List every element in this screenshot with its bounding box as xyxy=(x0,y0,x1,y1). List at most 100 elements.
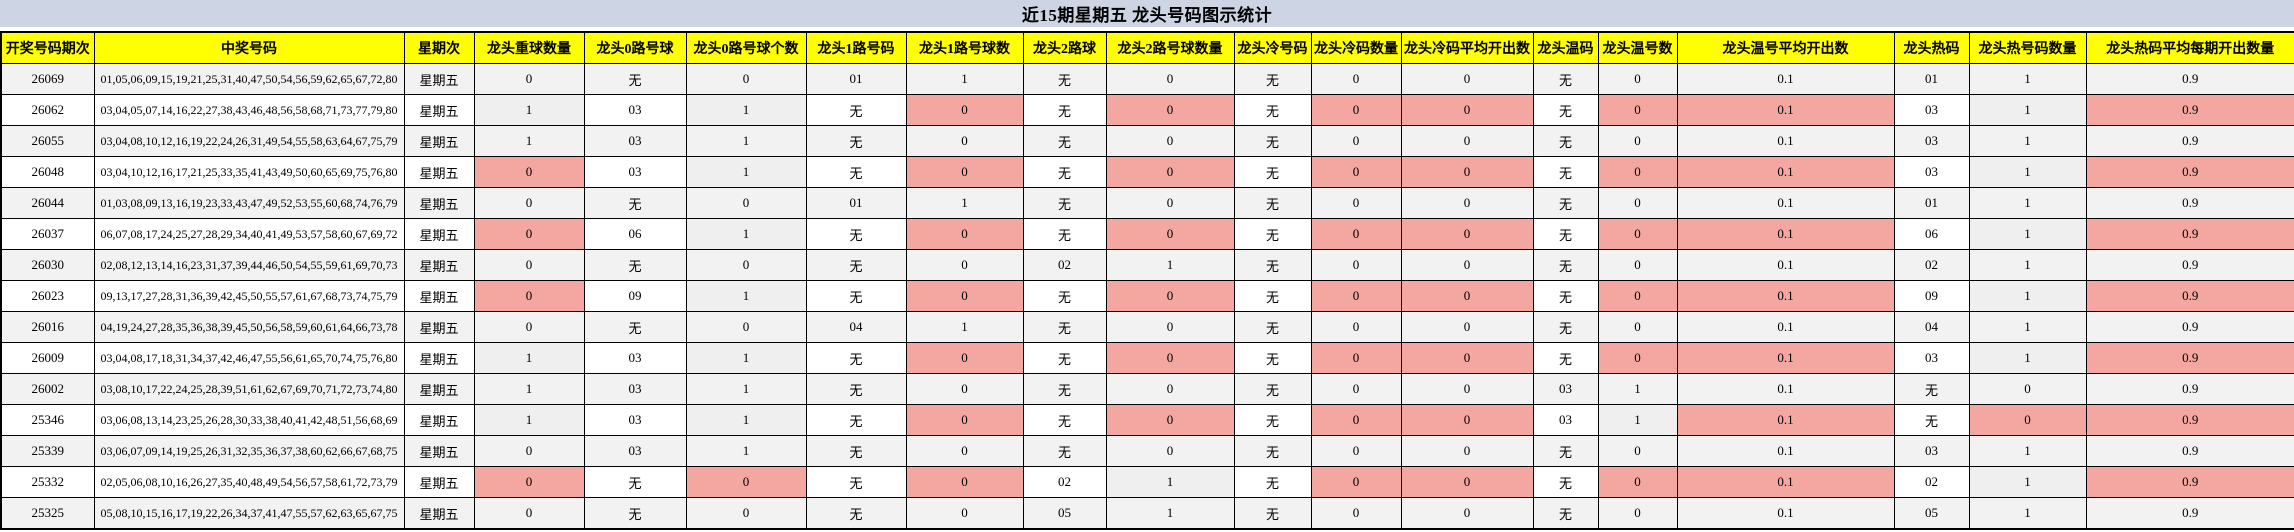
table-cell: 04 xyxy=(805,311,907,343)
table-cell: 0 xyxy=(1597,497,1678,530)
table-cell: 0.9 xyxy=(2085,404,2294,436)
table-cell: 1 xyxy=(1105,466,1235,498)
table-cell: 1 xyxy=(1968,280,2087,312)
table-cell: 1 xyxy=(685,404,807,436)
table-cell: 1 xyxy=(1968,342,2087,374)
table-cell: 1 xyxy=(905,311,1024,343)
column-header: 龙头冷码平均开出数 xyxy=(1400,31,1534,64)
table-cell: 0 xyxy=(473,63,585,95)
table-cell: 星期五 xyxy=(403,125,475,157)
table-cell: 0.1 xyxy=(1676,249,1895,281)
table-cell: 06 xyxy=(1893,218,1970,250)
table-cell: 0 xyxy=(1400,125,1534,157)
table-cell: 星期五 xyxy=(403,466,475,498)
table-cell: 06 xyxy=(583,218,687,250)
table-row: 26009 03,04,08,17,18,31,34,37,42,46,47,55… xyxy=(0,342,2294,374)
table-cell: 0 xyxy=(1597,466,1678,498)
table-cell: 0 xyxy=(1597,63,1678,95)
table-cell: 0 xyxy=(1310,156,1402,188)
table-cell: 26023 xyxy=(0,280,95,312)
table-cell: 0 xyxy=(905,156,1024,188)
table-cell: 无 xyxy=(1233,218,1312,250)
table-cell: 1 xyxy=(685,156,807,188)
table-cell: 0 xyxy=(473,497,585,530)
table-cell: 无 xyxy=(805,404,907,436)
table-cell: 0 xyxy=(1400,249,1534,281)
table-cell: 星期五 xyxy=(403,497,475,530)
table-cell: 无 xyxy=(1233,187,1312,219)
table-cell: 0 xyxy=(1597,435,1678,467)
table-body: 26069 01,05,06,09,15,19,21,25,31,40,47,50… xyxy=(0,63,2294,530)
table-cell: 无 xyxy=(1532,466,1599,498)
column-header: 龙头2路球 xyxy=(1022,31,1107,64)
table-row: 26062 03,04,05,07,14,16,22,27,38,43,46,48… xyxy=(0,94,2294,126)
table-cell: 1 xyxy=(905,187,1024,219)
table-cell: 0 xyxy=(1105,187,1235,219)
table-cell: 03,04,10,12,16,17,21,25,33,35,41,43,49,5… xyxy=(93,156,405,188)
table-cell: 0 xyxy=(1105,342,1235,374)
table-cell: 1 xyxy=(1105,249,1235,281)
table-cell: 0.9 xyxy=(2085,435,2294,467)
table-cell: 无 xyxy=(805,497,907,530)
table-cell: 26030 xyxy=(0,249,95,281)
table-cell: 05,08,10,15,16,17,19,22,26,34,37,41,47,5… xyxy=(93,497,405,530)
table-cell: 01 xyxy=(805,187,907,219)
table-cell: 无 xyxy=(1233,94,1312,126)
table-cell: 0.1 xyxy=(1676,404,1895,436)
table-cell: 0.1 xyxy=(1676,187,1895,219)
table-row: 25325 05,08,10,15,16,17,19,22,26,34,37,41… xyxy=(0,497,2294,530)
table-row: 26048 03,04,10,12,16,17,21,25,33,35,41,43… xyxy=(0,156,2294,188)
stats-table: 开奖号码期次 中奖号码 星期次 龙头重球数量 龙头0路号球 龙头0路号球个数 龙头1路号码龙… xyxy=(0,31,2294,530)
table-cell: 0.9 xyxy=(2085,156,2294,188)
column-header: 龙头0路号球个数 xyxy=(685,31,807,64)
table-cell: 26016 xyxy=(0,311,95,343)
table-cell: 0.9 xyxy=(2085,125,2294,157)
table-cell: 无 xyxy=(583,249,687,281)
table-cell: 无 xyxy=(1532,63,1599,95)
table-cell: 无 xyxy=(1893,373,1970,405)
table-cell: 0 xyxy=(1597,311,1678,343)
table-row: 26002 03,08,10,17,22,24,25,28,39,51,61,62… xyxy=(0,373,2294,405)
table-cell: 无 xyxy=(1022,125,1107,157)
table-cell: 1 xyxy=(1968,466,2087,498)
table-cell: 无 xyxy=(1532,218,1599,250)
table-cell: 03,04,08,10,12,16,19,22,24,26,31,49,54,5… xyxy=(93,125,405,157)
table-cell: 0.1 xyxy=(1676,373,1895,405)
column-header: 开奖号码期次 xyxy=(0,31,95,64)
column-header: 中奖号码 xyxy=(93,31,405,64)
table-cell: 03 xyxy=(1893,125,1970,157)
table-row: 26023 09,13,17,27,28,31,36,39,42,45,50,55… xyxy=(0,280,2294,312)
table-cell: 0.1 xyxy=(1676,218,1895,250)
table-cell: 无 xyxy=(1022,218,1107,250)
table-cell: 0 xyxy=(1400,187,1534,219)
table-cell: 0 xyxy=(1400,466,1534,498)
table-cell: 1 xyxy=(1968,311,2087,343)
table-cell: 1 xyxy=(1968,156,2087,188)
table-cell: 无 xyxy=(1532,280,1599,312)
table-cell: 无 xyxy=(583,63,687,95)
table-cell: 0 xyxy=(905,373,1024,405)
table-cell: 03 xyxy=(1893,94,1970,126)
table-cell: 无 xyxy=(805,373,907,405)
table-row: 26030 02,08,12,13,14,16,23,31,37,39,44,46… xyxy=(0,249,2294,281)
table-cell: 无 xyxy=(583,311,687,343)
table-cell: 无 xyxy=(805,342,907,374)
table-cell: 0.1 xyxy=(1676,280,1895,312)
table-cell: 1 xyxy=(1968,218,2087,250)
table-cell: 1 xyxy=(473,125,585,157)
table-cell: 无 xyxy=(1233,311,1312,343)
table-cell: 1 xyxy=(685,94,807,126)
table-cell: 03 xyxy=(583,94,687,126)
table-cell: 1 xyxy=(473,373,585,405)
table-cell: 星期五 xyxy=(403,218,475,250)
table-cell: 0 xyxy=(1105,125,1235,157)
table-cell: 0 xyxy=(1105,218,1235,250)
table-cell: 26002 xyxy=(0,373,95,405)
table-cell: 无 xyxy=(1233,156,1312,188)
table-cell: 0 xyxy=(905,280,1024,312)
table-cell: 0 xyxy=(685,63,807,95)
table-cell: 0 xyxy=(1310,63,1402,95)
table-cell: 无 xyxy=(1532,435,1599,467)
page-title-text: 近15期星期五 龙头号码图示统计 xyxy=(1021,6,1273,25)
table-cell: 无 xyxy=(583,187,687,219)
